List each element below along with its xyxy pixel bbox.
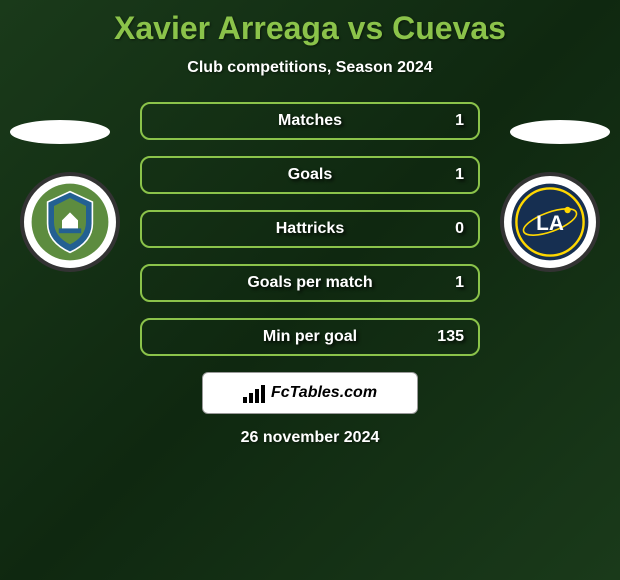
chart-icon xyxy=(243,383,265,403)
attribution-text: FcTables.com xyxy=(271,384,377,402)
stat-right-value: 0 xyxy=(436,220,464,238)
ellipse-decoration-right xyxy=(510,120,610,144)
stat-row-hattricks: Hattricks 0 xyxy=(140,210,480,248)
svg-text:LA: LA xyxy=(536,212,564,235)
team-badge-right: LA xyxy=(500,172,600,272)
stat-rows: Matches 1 Goals 1 Hattricks 0 Goals per … xyxy=(140,102,480,356)
stat-right-value: 1 xyxy=(436,112,464,130)
team-badge-left xyxy=(20,172,120,272)
ellipse-decoration-left xyxy=(10,120,110,144)
stat-label: Goals xyxy=(184,166,436,184)
subtitle: Club competitions, Season 2024 xyxy=(0,59,620,77)
stat-label: Goals per match xyxy=(184,274,436,292)
stat-row-matches: Matches 1 xyxy=(140,102,480,140)
stat-row-goals-per-match: Goals per match 1 xyxy=(140,264,480,302)
stat-label: Hattricks xyxy=(184,220,436,238)
stat-right-value: 135 xyxy=(436,328,464,346)
stat-right-value: 1 xyxy=(436,166,464,184)
attribution-box: FcTables.com xyxy=(202,372,418,414)
stat-right-value: 1 xyxy=(436,274,464,292)
stat-row-min-per-goal: Min per goal 135 xyxy=(140,318,480,356)
date-text: 26 november 2024 xyxy=(0,429,620,447)
la-galaxy-logo-icon: LA xyxy=(510,182,590,262)
stat-label: Matches xyxy=(184,112,436,130)
stat-label: Min per goal xyxy=(184,328,436,346)
sounders-logo-icon xyxy=(30,182,110,262)
stats-area: LA Matches 1 Goals 1 Hattricks 0 xyxy=(0,102,620,447)
main-container: Xavier Arreaga vs Cuevas Club competitio… xyxy=(0,0,620,447)
page-title: Xavier Arreaga vs Cuevas xyxy=(0,10,620,47)
stat-row-goals: Goals 1 xyxy=(140,156,480,194)
